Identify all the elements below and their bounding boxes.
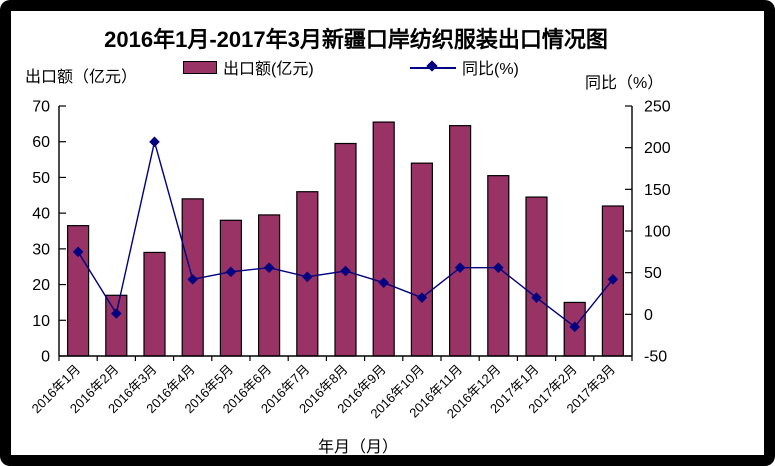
yoy-marker-2016年4月 <box>187 274 199 285</box>
left-tick-label: 30 <box>32 241 50 258</box>
yoy-marker-2017年2月 <box>569 321 581 333</box>
yoy-marker-2016年8月 <box>340 265 351 277</box>
bar-2016年1月 <box>66 225 90 357</box>
left-tick-label: 40 <box>32 206 50 223</box>
right-tick-label: 200 <box>644 140 671 157</box>
yoy-marker-2016年6月 <box>263 262 275 273</box>
yoy-marker-2016年12月 <box>492 262 504 273</box>
bar-2016年3月 <box>143 251 166 357</box>
legend-bar-swatch-icon <box>183 60 217 74</box>
left-tick-label: 0 <box>41 349 50 366</box>
yoy-marker-2016年5月 <box>225 266 237 278</box>
legend-item-yoy: 同比(%) <box>410 55 519 79</box>
bar-2016年8月 <box>334 142 357 357</box>
right-tick-label: 50 <box>644 265 662 282</box>
bar-2016年9月 <box>372 121 395 357</box>
bar-2016年6月 <box>258 214 281 357</box>
left-tick-label: 60 <box>32 134 50 151</box>
yoy-marker-2016年3月 <box>149 136 160 148</box>
bar-2016年2月 <box>105 294 128 357</box>
right-tick-label: 100 <box>644 224 671 241</box>
yoy-marker-2016年1月 <box>72 246 84 258</box>
left-tick-label: 50 <box>32 170 50 187</box>
yoy-marker-2016年7月 <box>301 271 313 283</box>
legend-line-label: 同比(%) <box>462 61 519 78</box>
right-axis-title: 同比（%） <box>585 75 664 92</box>
yoy-marker-2017年3月 <box>607 274 619 285</box>
yoy-marker-2016年10月 <box>416 292 428 303</box>
chart-title: 2016年1月-2017年3月新疆口岸纺织服装出口情况图 <box>104 27 608 52</box>
yoy-marker-2017年1月 <box>531 292 542 303</box>
left-tick-label: 70 <box>32 99 50 116</box>
yoy-marker-2016年11月 <box>454 262 466 273</box>
bar-2016年11月 <box>449 125 472 357</box>
legend-item-export: 出口额(亿元) <box>183 55 314 79</box>
right-tick-label: 0 <box>644 307 653 324</box>
right-tick-label: 150 <box>644 182 671 199</box>
left-tick-label: 10 <box>32 313 50 330</box>
bar-2017年1月 <box>525 196 548 357</box>
x-axis-title: 年月（月） <box>318 439 399 456</box>
yoy-marker-2016年2月 <box>110 308 122 319</box>
bar-2016年10月 <box>410 162 433 357</box>
bar-2016年5月 <box>219 219 242 357</box>
legend-bar-label: 出口额(亿元) <box>223 61 314 78</box>
right-tick-label: -50 <box>644 349 667 366</box>
chart-canvas: 010203040506070-500501001502002502016年1月… <box>29 99 671 422</box>
left-tick-label: 20 <box>32 277 50 294</box>
yoy-marker-2016年9月 <box>378 277 390 288</box>
left-axis-title: 出口额（亿元） <box>25 69 138 86</box>
right-tick-label: 250 <box>644 99 671 116</box>
legend-line-marker-icon <box>410 59 456 74</box>
